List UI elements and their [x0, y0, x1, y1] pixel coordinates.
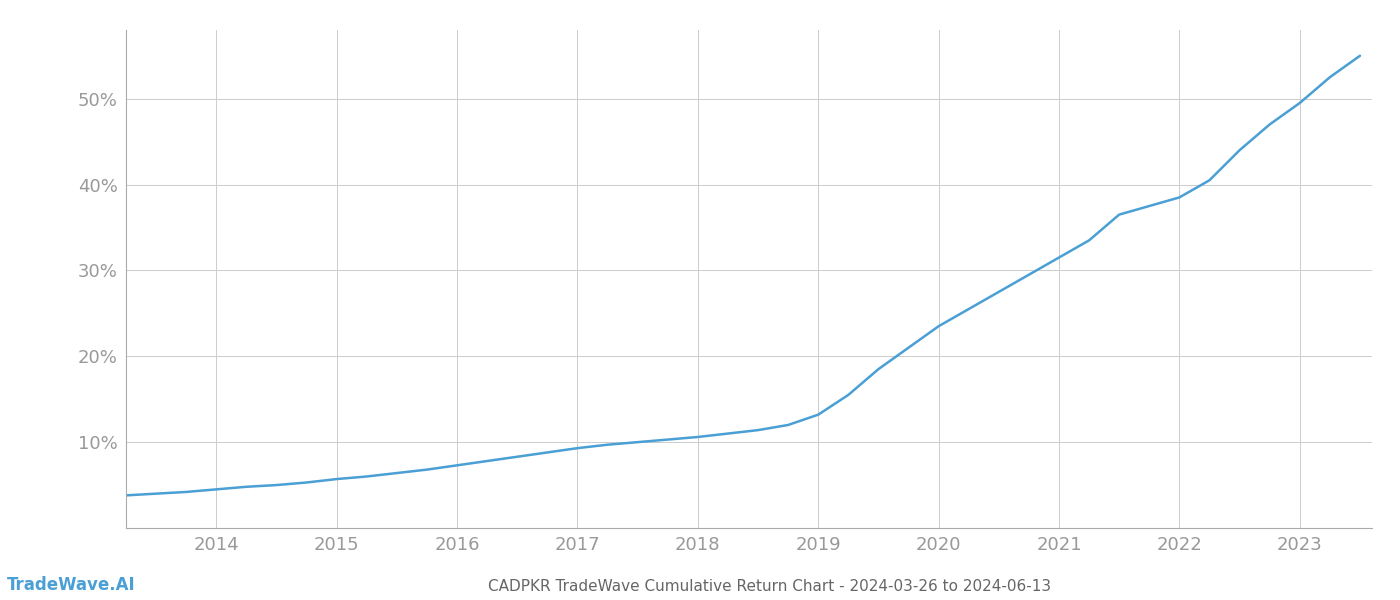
Text: TradeWave.AI: TradeWave.AI	[7, 576, 136, 594]
Text: CADPKR TradeWave Cumulative Return Chart - 2024-03-26 to 2024-06-13: CADPKR TradeWave Cumulative Return Chart…	[489, 579, 1051, 594]
